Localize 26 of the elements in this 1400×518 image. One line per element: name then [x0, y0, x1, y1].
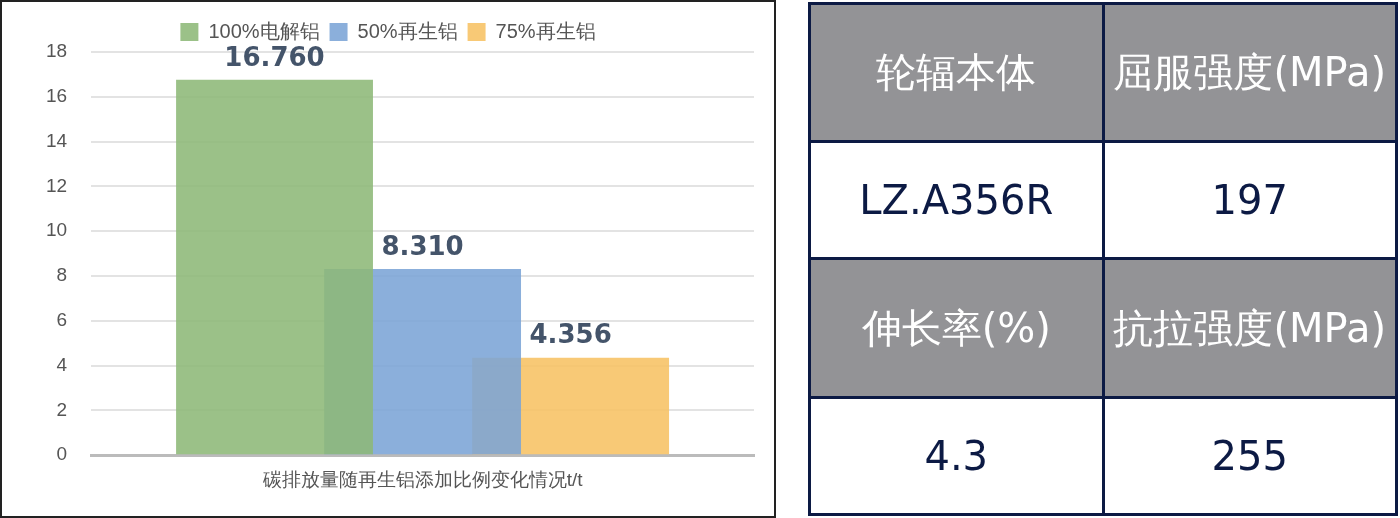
y-tick-label: 14	[45, 129, 68, 151]
y-tick-label: 12	[45, 174, 68, 196]
y-tick-label: 8	[56, 264, 68, 286]
bar	[176, 79, 373, 455]
text: 4.356	[529, 319, 612, 350]
x-tick-label: 碳排放量随再生铝添加比例变化情况t/t	[261, 468, 584, 490]
legend-label: 75%再生铝	[495, 19, 596, 42]
text: 伸长率(%)	[809, 258, 1103, 398]
y-tick-label: 10	[45, 219, 68, 241]
text: LZ.A356R	[809, 141, 1103, 259]
y-tick-label: 0	[56, 443, 68, 465]
y-tick-label: 18	[45, 40, 68, 62]
text: 8.310	[381, 230, 464, 261]
text: 抗拉强度(MPa)	[1103, 258, 1397, 398]
text: 16.760	[224, 41, 325, 72]
legend-label: 50%再生铝	[357, 19, 458, 42]
text: 屈服强度(MPa)	[1103, 3, 1397, 142]
y-tick-label: 4	[56, 353, 68, 375]
y-tick-label: 6	[56, 309, 68, 331]
legend-label: 100%电解铝	[208, 19, 320, 42]
y-tick-label: 2	[56, 398, 68, 420]
text: 4.3	[809, 397, 1103, 515]
y-tick-label: 16	[45, 85, 68, 107]
text: 197	[1103, 141, 1397, 259]
text: 轮辐本体	[809, 3, 1103, 142]
text: 255	[1103, 397, 1397, 515]
